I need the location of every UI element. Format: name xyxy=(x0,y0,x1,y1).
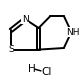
Text: NH: NH xyxy=(66,28,80,36)
Text: S: S xyxy=(8,45,14,54)
Text: Cl: Cl xyxy=(42,67,52,77)
Text: N: N xyxy=(22,15,29,24)
Text: H: H xyxy=(28,64,36,74)
